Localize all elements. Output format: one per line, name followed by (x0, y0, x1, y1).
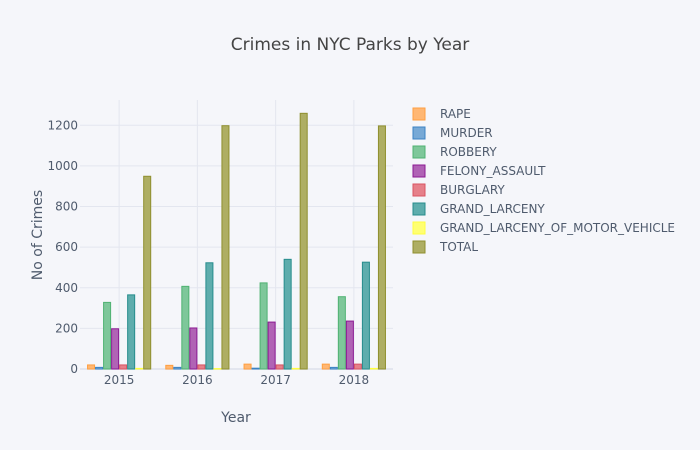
bar-robbery-2016[interactable] (181, 285, 190, 370)
bar-robbery-2017[interactable] (259, 282, 268, 370)
bar-grand-larceny-2018[interactable] (361, 261, 370, 370)
legend-swatch (412, 202, 426, 216)
bar-murder-2016[interactable] (173, 366, 182, 370)
bar-burglary-2015[interactable] (119, 364, 128, 370)
y-tick-label: 200 (55, 321, 78, 335)
legend-item-murder[interactable]: MURDER (412, 126, 493, 140)
x-tick-label: 2015 (104, 373, 135, 387)
bar-robbery-2015[interactable] (103, 301, 112, 370)
legend-label: MURDER (440, 126, 493, 140)
bar-felony-assault-2018[interactable] (345, 320, 354, 370)
legend-label: TOTAL (439, 240, 478, 254)
legend-label: GRAND_LARCENY (440, 202, 545, 216)
bar-felony-assault-2016[interactable] (189, 327, 198, 370)
bar-total-2018[interactable] (377, 125, 386, 370)
bar-grand-larceny-2016[interactable] (205, 262, 214, 370)
legend-item-grand-larceny-of-motor-vehicle[interactable]: GRAND_LARCENY_OF_MOTOR_VEHICLE (412, 221, 675, 235)
y-axis-ticks: 0 200 400 600 800 1000 1200 (47, 118, 78, 376)
bar-murder-2018[interactable] (329, 366, 338, 370)
y-tick-label: 0 (70, 362, 78, 376)
bar-burglary-2016[interactable] (197, 364, 206, 370)
bar-grand-larceny-2015[interactable] (127, 294, 136, 370)
legend-item-grand-larceny[interactable]: GRAND_LARCENY (412, 202, 545, 216)
bar-total-2015[interactable] (143, 175, 152, 370)
bar-grand-larceny-2017[interactable] (283, 258, 292, 370)
legend-swatch (412, 240, 426, 254)
y-tick-label: 400 (55, 281, 78, 295)
legend-item-total[interactable]: TOTAL (412, 240, 478, 254)
bar-grand-larceny-of-motor-vehicle-2017[interactable] (291, 367, 300, 370)
bar-murder-2017[interactable] (251, 367, 260, 370)
legend-label: ROBBERY (440, 145, 497, 159)
legend-swatch (412, 183, 426, 197)
legend-swatch (412, 145, 426, 159)
bar-felony-assault-2017[interactable] (267, 321, 276, 370)
bar-murder-2015[interactable] (95, 366, 104, 370)
y-tick-label: 1000 (47, 159, 78, 173)
x-axis-ticks: 2015 2016 2017 2018 (104, 373, 369, 387)
y-tick-label: 600 (55, 240, 78, 254)
legend-label: BURGLARY (440, 183, 505, 197)
legend-swatch (412, 126, 426, 140)
bar-felony-assault-2015[interactable] (111, 328, 120, 370)
bar-rape-2017[interactable] (243, 363, 252, 370)
bar-grand-larceny-of-motor-vehicle-2015[interactable] (135, 367, 144, 370)
legend-label: FELONY_ASSAULT (440, 164, 546, 178)
bar-total-2016[interactable] (221, 125, 230, 370)
legend-swatch (412, 164, 426, 178)
legend-label: RAPE (440, 107, 471, 121)
bar-total-2017[interactable] (299, 112, 308, 370)
bar-robbery-2018[interactable] (337, 296, 346, 370)
legend-item-felony-assault[interactable]: FELONY_ASSAULT (412, 164, 546, 178)
bar-rape-2018[interactable] (321, 363, 330, 370)
bar-grand-larceny-of-motor-vehicle-2018[interactable] (369, 367, 378, 370)
bar-grand-larceny-of-motor-vehicle-2016[interactable] (213, 368, 222, 370)
bar-rape-2016[interactable] (165, 364, 174, 370)
legend-label: GRAND_LARCENY_OF_MOTOR_VEHICLE (440, 221, 675, 235)
y-axis-title: No of Crimes (30, 190, 46, 280)
legend-swatch (412, 221, 426, 235)
chart-title: Crimes in NYC Parks by Year (231, 35, 469, 55)
x-tick-label: 2017 (260, 373, 291, 387)
x-tick-label: 2016 (182, 373, 213, 387)
legend-item-rape[interactable]: RAPE (412, 107, 471, 121)
legend-item-robbery[interactable]: ROBBERY (412, 145, 497, 159)
y-tick-label: 1200 (47, 118, 78, 132)
legend-swatch (412, 107, 426, 121)
x-axis-title: Year (220, 410, 251, 426)
y-tick-label: 800 (55, 200, 78, 214)
bars (87, 112, 386, 370)
bar-burglary-2018[interactable] (353, 363, 362, 370)
legend-item-burglary[interactable]: BURGLARY (412, 183, 505, 197)
bar-burglary-2017[interactable] (275, 364, 284, 370)
x-tick-label: 2018 (339, 373, 370, 387)
legend[interactable]: RAPE MURDER ROBBERY FELONY_ASSAULT BURGLARY G… (412, 107, 675, 254)
bar-rape-2015[interactable] (87, 364, 96, 370)
